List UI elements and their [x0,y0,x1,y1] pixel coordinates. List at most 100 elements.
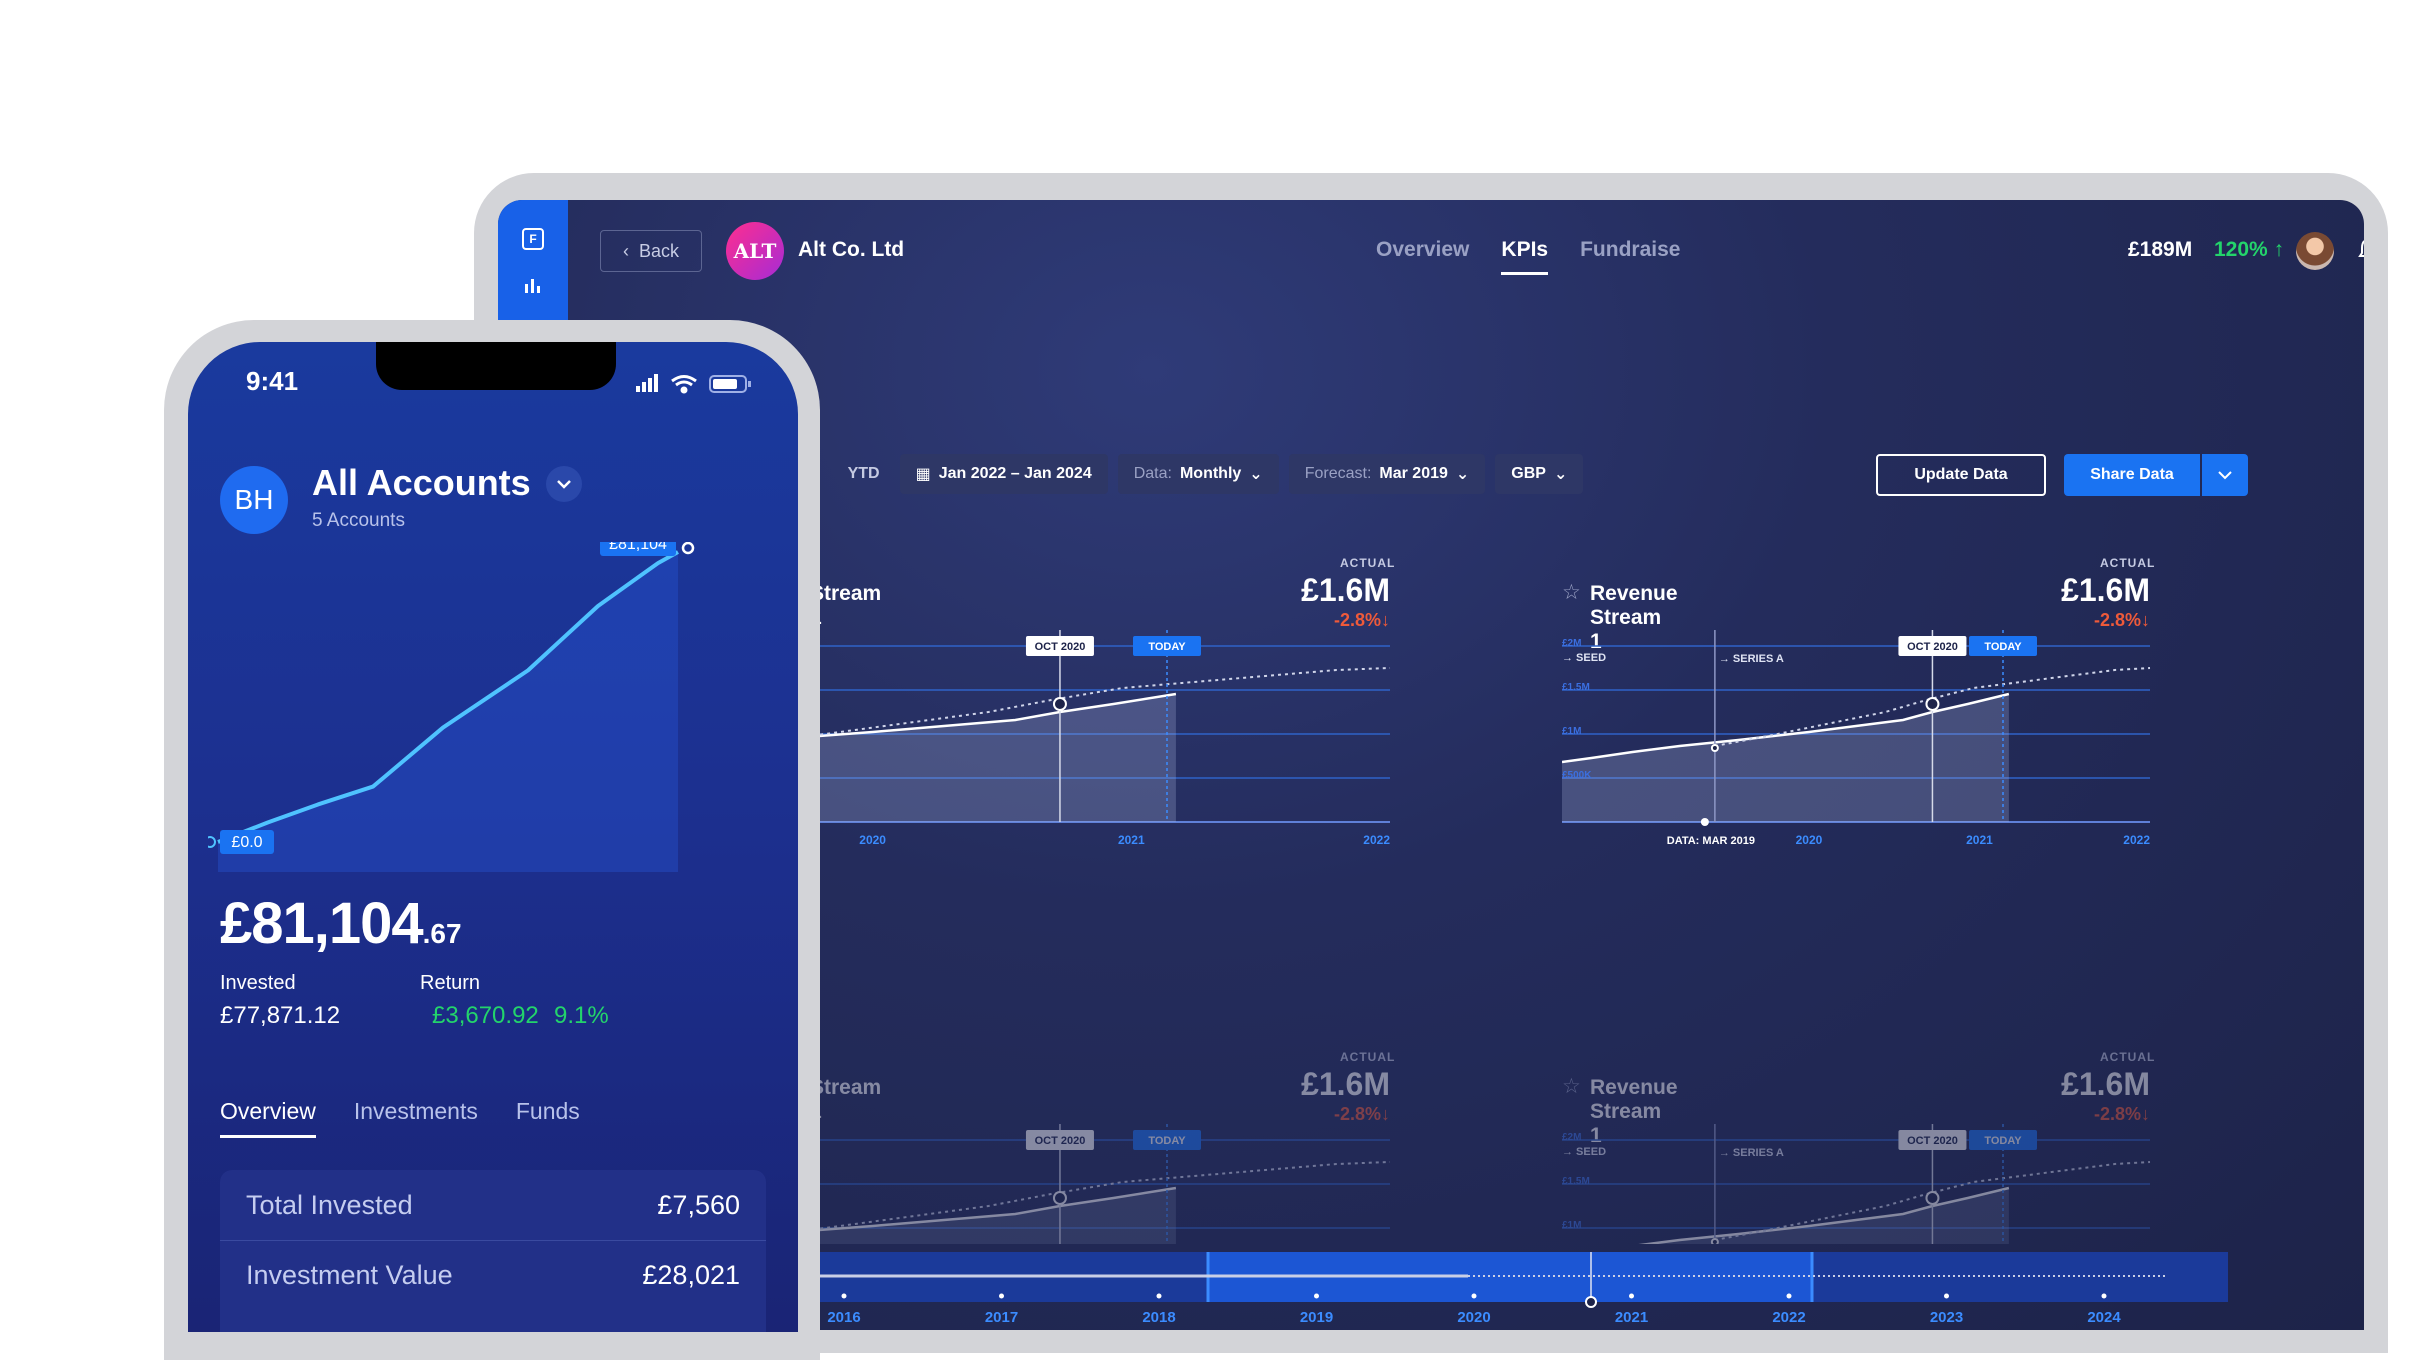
tab-overview[interactable]: Overview [220,1098,316,1138]
data-marker: DATA: MAR 2019 [1667,835,1755,847]
y-tick: £1.5M [1562,682,1590,693]
kpi-chart[interactable]: OCT 2020 TODAY → SERIES A → SEED £2M £1.5M £1M… [1562,1124,2160,1244]
phone-tabs: Overview Investments Funds [220,1098,580,1138]
user-avatar[interactable] [2296,232,2334,270]
tab-funds[interactable]: Funds [515,1098,580,1124]
oct-marker-bg [1898,1130,1967,1150]
actual-label: ACTUAL [1340,556,1396,570]
return-label: Return [420,972,481,994]
oct-marker-bg [1025,636,1094,656]
timeline-tick [1314,1293,1319,1299]
actual-line [1562,692,2010,764]
series-a-marker: → SERIES A [1719,1147,1784,1159]
list-item-label: Total Invested [246,1189,413,1220]
tab-kpis[interactable]: KPIs [1501,238,1549,275]
list-item-value: £28,021 [642,1260,740,1290]
invested-label: Invested [220,972,296,994]
data-frequency-select[interactable]: Data: Monthly ⌄ [1117,454,1279,494]
currency-select[interactable]: GBP ⌄ [1495,454,1584,494]
y-tick: £1M [1562,726,1581,737]
timeline-tick [2101,1293,2107,1299]
end-value-label: £81,104 [609,542,667,553]
card-title: Revenue Stream 1 [1590,1076,1678,1147]
timeline-year-label: 2021 [1615,1309,1648,1326]
y-tick: £1M [1562,1220,1581,1231]
today-marker-bg [1969,1130,2037,1150]
timeline-tick [1471,1293,1477,1299]
oct-point [1052,697,1067,711]
status-time: 9:41 [246,366,299,396]
data-point [1700,818,1709,826]
company-logo: ALT [726,222,784,280]
actual-value: £1.6M [2061,1066,2150,1102]
update-data-button[interactable]: Update Data [1876,454,2046,496]
timeline-tick [1786,1293,1792,1299]
today-marker: TODAY [1148,641,1186,653]
timeline-year-label: 2023 [1930,1309,1963,1326]
return-percent: 9.1% [554,1002,609,1029]
star-icon[interactable]: ☆ [1562,1075,1581,1098]
timeline-scrubber[interactable]: 2016201720182019202020212022202320242025 [788,1252,2228,1330]
forecast-select[interactable]: Forecast: Mar 2019 ⌄ [1288,454,1486,494]
share-data-button[interactable]: Share Data [2064,454,2200,496]
today-marker: TODAY [1984,641,2022,653]
actual-area [1648,1188,2009,1244]
start-value-label: £0.0 [231,834,262,851]
actual-line [613,1186,1177,1244]
x-tick: 2020 [859,833,886,847]
account-avatar[interactable]: BH [220,466,288,534]
list-item[interactable]: Investment Value £28,021 [220,1240,766,1310]
list-item[interactable]: Total Invested £7,560 [220,1170,766,1240]
phone-notch [376,342,616,390]
actual-label: ACTUAL [1340,1050,1396,1064]
oct-point [1052,1191,1067,1205]
oct-marker-bg [1898,636,1967,656]
balance-chart[interactable]: £0.0 £81,104 [208,542,798,872]
start-value-label-bg [220,830,274,854]
filter-bar: 4Y YTD ▦ Jan 2022 – Jan 2024 Data: Month… [788,454,1584,494]
company-name: Alt Co. Ltd [798,238,905,261]
tab-investments[interactable]: Investments [353,1098,478,1124]
x-tick: 2021 [1118,833,1145,847]
actual-change: -2.8%↓ [1230,1104,1390,1125]
y-tick: £2M [1562,638,1581,649]
kpi-chart[interactable]: OCT 2020 TODAY → SERIES A → SEED £2M £1.5M £1M… [1562,630,2160,850]
forecast-line [729,1161,1391,1241]
share-options-button[interactable] [2202,454,2248,496]
timeline-year-label: 2017 [985,1309,1018,1326]
tab-fundraise[interactable]: Fundraise [1580,238,1681,261]
chevron-down-icon: ⌄ [1455,466,1470,483]
actual-label: ACTUAL [2100,556,2156,570]
status-icons [636,374,751,394]
arrow-down-icon: ↓ [1381,1104,1390,1124]
chart-nav-icon[interactable] [522,274,544,296]
x-tick: 2022 [2123,833,2150,847]
change-value: -2.8% [2093,1104,2141,1124]
timeline-tick [1156,1293,1162,1299]
today-marker: TODAY [1148,1135,1186,1147]
back-button[interactable]: ‹ Back [600,230,702,272]
actual-change: -2.8%↓ [1990,1104,2150,1125]
date-range-picker[interactable]: ▦ Jan 2022 – Jan 2024 [899,454,1108,494]
account-dropdown-button[interactable] [546,466,582,502]
series-a-marker: → SERIES A [1719,653,1784,665]
range-ytd[interactable]: YTD [847,465,880,482]
chevron-down-icon: ⌄ [1553,466,1568,483]
change-value: -2.8% [1333,1104,1381,1124]
start-point [208,836,216,848]
invested-value: £77,871.12 [220,1002,341,1029]
actual-value: £1.6M [2061,572,2150,608]
end-point [681,542,695,555]
forecast-value: Mar 2019 [1379,465,1448,482]
y-tick: £500K [1562,770,1592,781]
app-logo-icon[interactable]: F [522,228,544,250]
arrow-down-icon: ↓ [1381,610,1390,630]
timeline-year-label: 2024 [2087,1309,2121,1326]
account-title[interactable]: All Accounts [312,462,531,503]
today-marker-bg [1133,1130,1201,1150]
signal-icon [636,374,658,392]
bell-icon[interactable] [2358,238,2364,262]
star-icon[interactable]: ☆ [1562,581,1581,604]
balance-area [218,552,678,872]
tab-overview[interactable]: Overview [1376,238,1470,261]
